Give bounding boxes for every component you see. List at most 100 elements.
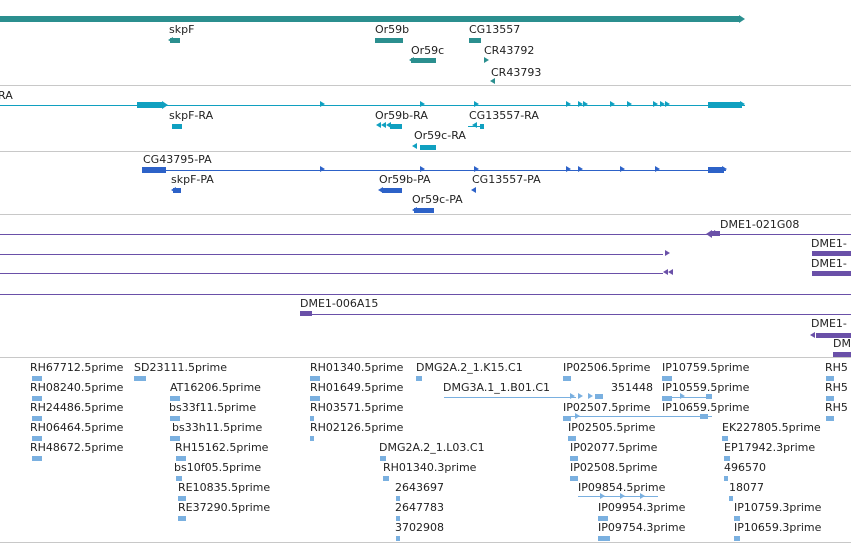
feature-label[interactable]: Or59b-PA	[379, 173, 431, 186]
feature-label[interactable]: CG13557	[469, 23, 521, 36]
est-block[interactable]	[598, 536, 610, 541]
est-label[interactable]: AT16206.5prime	[170, 381, 261, 394]
feature-label[interactable]: DME1-021G08	[720, 218, 800, 231]
est-label[interactable]: 3702908	[395, 521, 444, 534]
feature-label[interactable]: CG43795-PA	[143, 153, 212, 166]
est-label[interactable]: 2643697	[395, 481, 444, 494]
est-block[interactable]	[380, 456, 386, 461]
feature-block[interactable]	[708, 167, 724, 173]
est-block[interactable]	[826, 376, 834, 381]
est-label[interactable]: RH15162.5prime	[175, 441, 269, 454]
est-block[interactable]	[722, 436, 728, 441]
est-label[interactable]: IP10759.5prime	[662, 361, 750, 374]
gene-span-bar[interactable]	[0, 16, 740, 22]
feature-label[interactable]: CG13557-RA	[469, 109, 539, 122]
feature-block[interactable]	[708, 102, 742, 108]
est-label[interactable]: IP02506.5prime	[563, 361, 651, 374]
est-block[interactable]	[310, 436, 314, 441]
feature-block[interactable]	[142, 167, 166, 173]
est-block[interactable]	[570, 456, 578, 461]
feature-label[interactable]: Or59c	[411, 44, 445, 57]
feature-block[interactable]	[414, 208, 434, 213]
est-block[interactable]	[310, 416, 314, 421]
est-label[interactable]: RH24486.5prime	[30, 401, 124, 414]
feature-block[interactable]	[706, 394, 712, 399]
est-label[interactable]: bs10f05.5prime	[174, 461, 262, 474]
est-block[interactable]	[176, 476, 182, 481]
est-label[interactable]: 2647783	[395, 501, 444, 514]
est-label[interactable]: IP02508.5prime	[570, 461, 658, 474]
est-label[interactable]: IP10759.3prime	[734, 501, 822, 514]
est-block[interactable]	[32, 376, 42, 381]
est-label[interactable]: 496570	[724, 461, 766, 474]
est-block[interactable]	[734, 536, 740, 541]
est-block[interactable]	[563, 376, 571, 381]
feature-block[interactable]	[812, 271, 851, 276]
est-block[interactable]	[724, 476, 728, 481]
est-block[interactable]	[729, 496, 733, 501]
bac-label-partial[interactable]: DME1-	[811, 237, 847, 250]
est-block[interactable]	[32, 396, 42, 401]
est-label[interactable]: RH03571.5prime	[310, 401, 404, 414]
feature-block[interactable]	[390, 124, 402, 129]
feature-label[interactable]: skpF	[169, 23, 195, 36]
est-block[interactable]	[178, 516, 186, 521]
est-label[interactable]: SD23111.5prime	[134, 361, 227, 374]
bac-label-partial[interactable]: DME	[833, 337, 851, 350]
feature-block[interactable]	[382, 188, 402, 193]
feature-label[interactable]: Or59b	[375, 23, 410, 36]
feature-label[interactable]: CR43792	[484, 44, 535, 57]
est-label[interactable]: 351448	[611, 381, 653, 394]
est-block[interactable]	[134, 376, 146, 381]
est-label[interactable]: DMG2A.2_1.L03.C1	[379, 441, 485, 454]
est-block[interactable]	[170, 436, 180, 441]
est-label[interactable]: IP10659.5prime	[662, 401, 750, 414]
est-label[interactable]: RH06464.5prime	[30, 421, 124, 434]
est-label[interactable]: IP10659.3prime	[734, 521, 822, 534]
est-block[interactable]	[32, 436, 42, 441]
est-label[interactable]: bs33h11.5prime	[172, 421, 263, 434]
est-label[interactable]: RE10835.5prime	[178, 481, 271, 494]
est-label[interactable]: RH48672.5prime	[30, 441, 124, 454]
est-label[interactable]: RH67712.5prime	[30, 361, 124, 374]
est-label[interactable]: DMG3A.1_1.B01.C1	[443, 381, 551, 394]
est-block[interactable]	[734, 516, 740, 521]
est-block[interactable]	[170, 396, 180, 401]
est-label[interactable]: RH5	[825, 361, 848, 374]
est-label[interactable]: RH08240.5prime	[30, 381, 124, 394]
est-label[interactable]: RH01340.3prime	[383, 461, 477, 474]
feature-label[interactable]: skpF-RA	[169, 109, 214, 122]
est-label[interactable]: IP10559.5prime	[662, 381, 750, 394]
est-label[interactable]: IP02077.5prime	[570, 441, 658, 454]
est-label[interactable]: 18077	[729, 481, 764, 494]
est-label[interactable]: IP09954.3prime	[598, 501, 686, 514]
feature-block[interactable]	[172, 124, 182, 129]
feature-label[interactable]: Or59c-RA	[414, 129, 466, 142]
feature-block[interactable]	[480, 124, 484, 129]
est-block[interactable]	[176, 456, 186, 461]
est-label[interactable]: EK227805.5prime	[722, 421, 821, 434]
est-block[interactable]	[310, 396, 320, 401]
est-label[interactable]: IP09754.3prime	[598, 521, 686, 534]
bac-label-partial[interactable]: DME1-	[811, 317, 847, 330]
est-block[interactable]	[662, 396, 672, 401]
est-block[interactable]	[396, 496, 400, 501]
transcript-label-partial[interactable]: RA	[0, 89, 13, 102]
feature-block[interactable]	[700, 414, 708, 419]
est-label[interactable]: EP17942.3prime	[724, 441, 816, 454]
est-block[interactable]	[170, 416, 180, 421]
est-block[interactable]	[662, 376, 672, 381]
bac-label-partial[interactable]: DME1-	[811, 257, 847, 270]
feature-block[interactable]	[420, 145, 436, 150]
est-block[interactable]	[598, 516, 608, 521]
est-block[interactable]	[32, 456, 42, 461]
est-block[interactable]	[724, 456, 730, 461]
feature-block[interactable]	[173, 188, 181, 193]
feature-label[interactable]: DME1-006A15	[300, 297, 379, 310]
est-label[interactable]: DMG2A.2_1.K15.C1	[416, 361, 523, 374]
feature-block[interactable]	[300, 311, 312, 316]
est-label[interactable]: IP02505.5prime	[568, 421, 656, 434]
est-block[interactable]	[396, 516, 400, 521]
feature-block[interactable]	[816, 333, 851, 338]
est-label[interactable]: RH5	[825, 381, 848, 394]
